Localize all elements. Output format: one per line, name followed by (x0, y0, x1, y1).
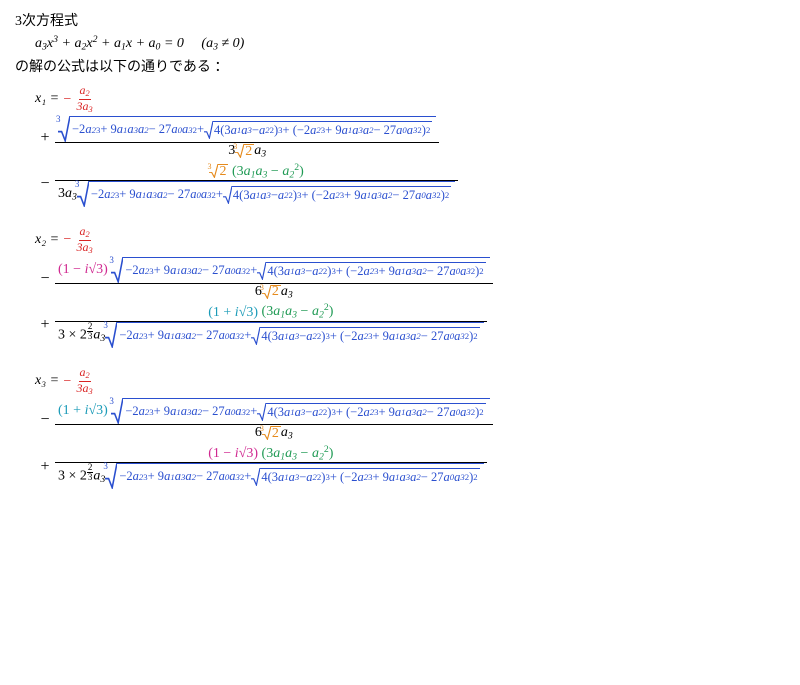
root-term-3: +(1 − i√3) (3a1a3 − a22)3 × 223a33−2a23 … (35, 444, 785, 490)
root-lead-term: x₂ = − a23a3 (35, 225, 785, 255)
intro-text: 3次方程式 (15, 10, 785, 30)
root-block: x₃ = − a23a3−(1 + i√3) 3−2a23 + 9a1a3a2 … (35, 366, 785, 489)
root-term-2: +3−2a23 + 9a1a3a2 − 27a0a32 + 4(3a1a3 − … (35, 116, 785, 159)
root-term-2: −(1 + i√3) 3−2a23 + 9a1a3a2 − 27a0a32 + … (35, 398, 785, 441)
root-term-3: +(1 + i√3) (3a1a3 − a22)3 × 223a33−2a23 … (35, 303, 785, 349)
root-lead-term: x₃ = − a23a3 (35, 366, 785, 396)
root-block: x₁ = − a23a3+3−2a23 + 9a1a3a2 − 27a0a32 … (35, 84, 785, 207)
root-term-3: −32 (3a1a3 − a22)3a33−2a23 + 9a1a3a2 − 2… (35, 162, 785, 207)
root-term-2: −(1 − i√3) 3−2a23 + 9a1a3a2 − 27a0a32 + … (35, 257, 785, 300)
cubic-equation: a3x3 + a2x2 + a1x + a0 = 0 (a3 ≠ 0) (35, 34, 785, 52)
follow-text: の解の公式は以下の通りである ： (15, 56, 785, 76)
root-block: x₂ = − a23a3−(1 − i√3) 3−2a23 + 9a1a3a2 … (35, 225, 785, 348)
root-lead-term: x₁ = − a23a3 (35, 84, 785, 114)
